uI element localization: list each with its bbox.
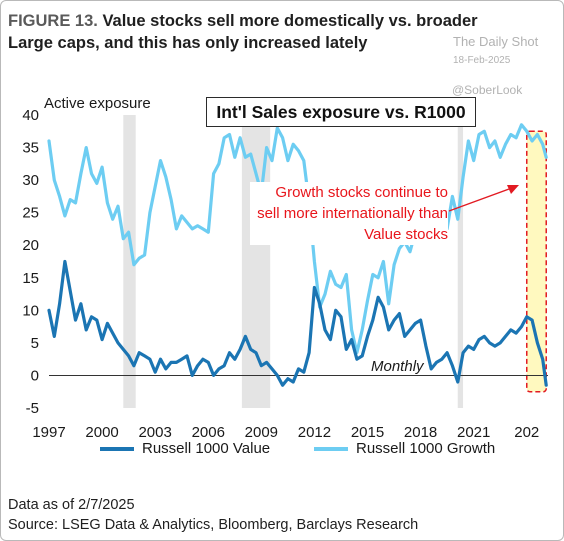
- series-line-value: [47, 259, 548, 387]
- legend-swatch-value: [100, 446, 134, 451]
- legend-label-value: Russell 1000 Value: [142, 440, 271, 457]
- x-tick-label: 2003: [138, 424, 171, 441]
- figure-title: FIGURE 13. Value stocks sell more domest…: [8, 10, 508, 54]
- legend-label-growth: Russell 1000 Growth: [356, 440, 496, 457]
- highlight-region: [526, 130, 547, 393]
- recession-bands: [123, 115, 464, 408]
- y-axis-label: Active exposure: [44, 95, 151, 112]
- y-tick-label: 35: [22, 140, 39, 157]
- y-tick-label: 10: [22, 302, 39, 319]
- chart-axes: -5 0 5 10 15 20 25 30 35 40 1997 2000 2003 2006 2009 20…: [22, 107, 548, 441]
- figure-number: FIGURE 13.: [8, 12, 98, 30]
- footnotes: Data as of 2/7/2025 Source: LSEG Data & …: [8, 495, 418, 535]
- y-tick-label: -5: [26, 400, 39, 417]
- data-as-of-note: Data as of 2/7/2025: [8, 497, 135, 513]
- figure-title-text: Value stocks sell more domestically vs. …: [8, 12, 478, 52]
- x-tick-label: 2015: [351, 424, 384, 441]
- x-tick-label: 2009: [245, 424, 278, 441]
- watermark-source: The Daily Shot: [453, 34, 539, 49]
- series-line-growth: [47, 123, 548, 355]
- y-tick-label: 15: [22, 270, 39, 287]
- y-tick-label: 40: [22, 107, 39, 124]
- highlight-box: [526, 130, 547, 393]
- x-tick-label: 202: [514, 424, 539, 441]
- x-tick-label: 1997: [32, 424, 65, 441]
- series-lines: [47, 123, 548, 387]
- annotation-arrow: [448, 185, 519, 212]
- legend-item-value: Russell 1000 Value: [100, 440, 270, 457]
- y-tick-label: 0: [31, 367, 39, 384]
- x-tick-label: 2000: [85, 424, 118, 441]
- x-tick-label: 2021: [457, 424, 490, 441]
- recession-band-2: [457, 115, 464, 408]
- y-tick-label: 25: [22, 205, 39, 222]
- x-tick-label: 2006: [192, 424, 225, 441]
- arrow-head: [507, 185, 519, 194]
- annotation-text: Growth stocks continue to sell more inte…: [250, 182, 448, 245]
- y-tick-label: 20: [22, 237, 39, 254]
- watermark-date: 18-Feb-2025: [453, 55, 511, 66]
- legend-item-growth: Russell 1000 Growth: [314, 440, 495, 457]
- x-tick-label: 2012: [298, 424, 331, 441]
- y-tick-label: 30: [22, 172, 39, 189]
- arrow-shaft: [448, 188, 510, 212]
- chart-title: Int'l Sales exposure vs. R1000: [206, 97, 476, 127]
- frequency-label: Monthly: [371, 358, 424, 375]
- source-note: Source: LSEG Data & Analytics, Bloomberg…: [8, 517, 419, 533]
- x-tick-label: 2018: [404, 424, 437, 441]
- y-tick-label: 5: [31, 335, 39, 352]
- watermark-handle: @SoberLook: [452, 83, 523, 97]
- legend-swatch-growth: [314, 446, 348, 451]
- recession-band-0: [123, 115, 136, 408]
